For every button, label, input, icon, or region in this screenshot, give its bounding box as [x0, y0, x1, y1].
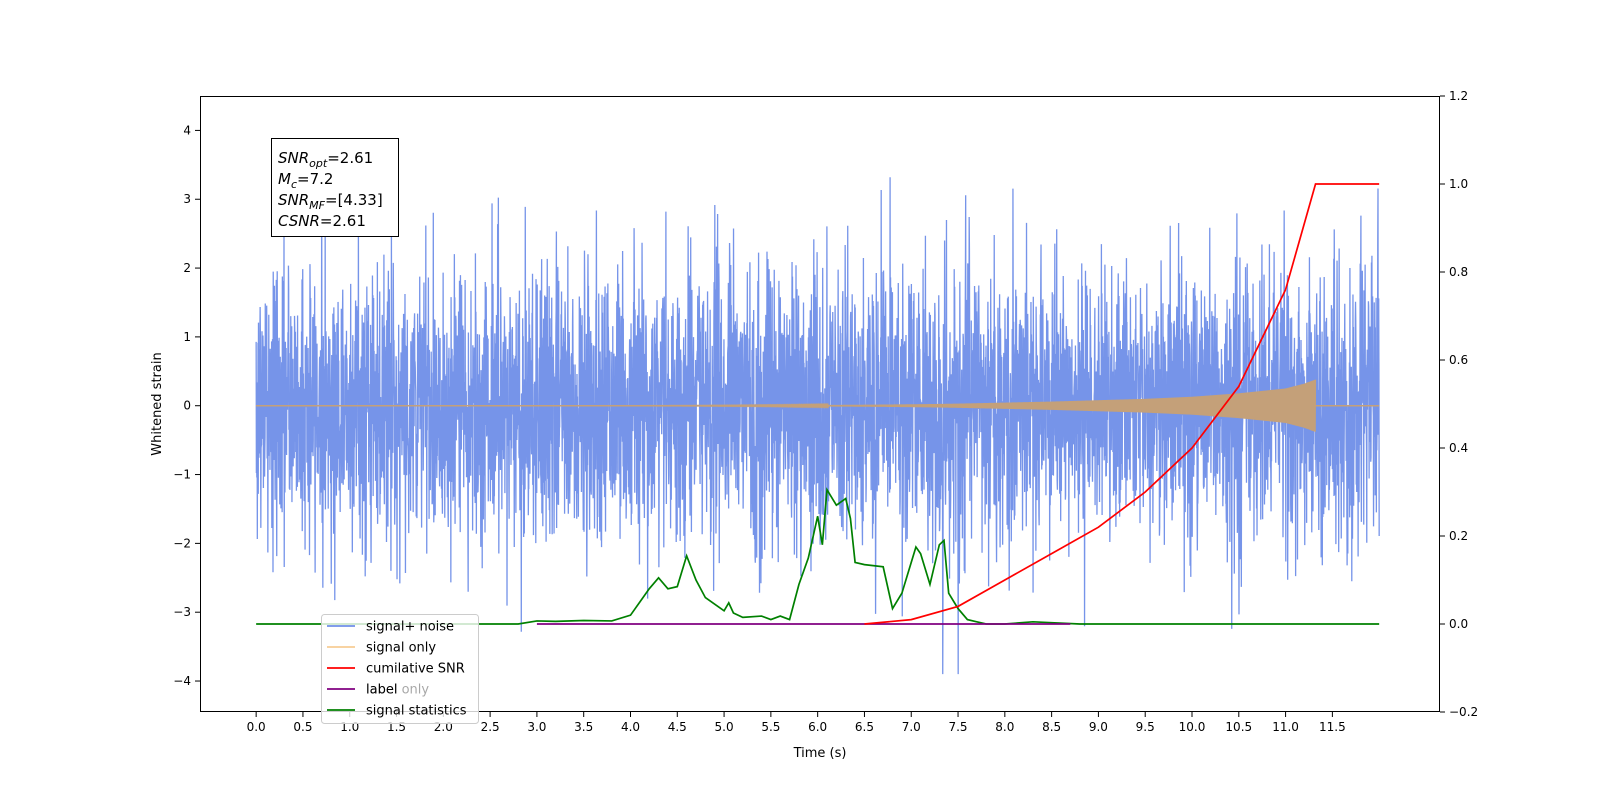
- x-tick-label: 0.5: [293, 720, 312, 734]
- annotation-line: Mc=7.2: [278, 170, 333, 191]
- signal-statistics-line: [256, 487, 1380, 625]
- x-tick-label: 10.5: [1225, 720, 1252, 734]
- x-tick-label: 10.0: [1179, 720, 1206, 734]
- x-tick-label: 4.5: [668, 720, 687, 734]
- annotation-line: SNRMF=[4.33]: [278, 191, 383, 212]
- y-tick-label: 4: [183, 123, 191, 137]
- x-tick-label: 7.5: [948, 720, 967, 734]
- x-tick-label: 9.0: [1089, 720, 1108, 734]
- legend: signal+ noise signal only cumilative SNR la…: [321, 614, 479, 724]
- y2-tick-label: 0.6: [1449, 353, 1468, 367]
- x-tick-label: 8.5: [1042, 720, 1061, 734]
- y2-tick-label: 0.8: [1449, 265, 1468, 279]
- y-tick-label: −1: [173, 468, 191, 482]
- y2-tick-label: 0.4: [1449, 441, 1468, 455]
- x-axis-label: Time (s): [793, 746, 847, 761]
- y-tick-label: 1: [183, 330, 191, 344]
- y2-tick-label: 1.0: [1449, 177, 1468, 191]
- y2-tick-label: 0.2: [1449, 529, 1468, 543]
- legend-label: cumilative SNR: [366, 662, 465, 677]
- y-tick-label: −3: [173, 605, 191, 619]
- y-tick-label: 2: [183, 261, 191, 275]
- annotation-line: SNRopt=2.61: [278, 149, 373, 170]
- cumulative-snr-line: [864, 183, 1380, 625]
- y-axis-label: Whitened strain: [150, 352, 165, 455]
- x-tick-label: 2.5: [481, 720, 500, 734]
- x-tick-label: 11.0: [1272, 720, 1299, 734]
- x-tick-label: 0.0: [247, 720, 266, 734]
- annotation-line: CSNR=2.61: [278, 212, 366, 230]
- right-axis-series: [256, 183, 1380, 625]
- signal-only-series: [256, 379, 1380, 432]
- legend-label: signal only: [366, 641, 436, 656]
- y-tick-label: −2: [173, 536, 191, 550]
- x-tick-label: 9.5: [1136, 720, 1155, 734]
- legend-label: signal statistics: [366, 704, 467, 719]
- y-axis-right: −0.2 0.0 0.2 0.4 0.6 0.8 1.0 1.2: [1440, 89, 1478, 719]
- x-tick-label: 11.5: [1319, 720, 1346, 734]
- x-tick-label: 7.0: [902, 720, 921, 734]
- legend-label: label: [366, 683, 397, 698]
- signal-plus-noise-line: [255, 177, 1380, 675]
- signal-plus-noise-series: [255, 177, 1380, 675]
- x-tick-label: 8.0: [995, 720, 1014, 734]
- x-tick-label: 6.5: [855, 720, 874, 734]
- x-tick-label: 3.5: [574, 720, 593, 734]
- y2-tick-label: 1.2: [1449, 89, 1468, 103]
- y-tick-label: 0: [183, 399, 191, 413]
- x-tick-label: 5.5: [761, 720, 780, 734]
- x-tick-label: 3.0: [527, 720, 546, 734]
- legend-label: signal+ noise: [366, 620, 454, 635]
- legend-label: label only: [366, 683, 429, 698]
- y-tick-label: 3: [183, 192, 191, 206]
- y2-tick-label: 0.0: [1449, 617, 1468, 631]
- plot-frame: [200, 96, 1440, 712]
- y-tick-label: −4: [173, 674, 191, 688]
- x-tick-label: 4.0: [621, 720, 640, 734]
- y-axis-left: −4 −3 −2 −1 0 1 2 3 4: [173, 123, 200, 688]
- x-tick-label: 6.0: [808, 720, 827, 734]
- x-tick-label: 5.0: [715, 720, 734, 734]
- y2-tick-label: −0.2: [1449, 705, 1478, 719]
